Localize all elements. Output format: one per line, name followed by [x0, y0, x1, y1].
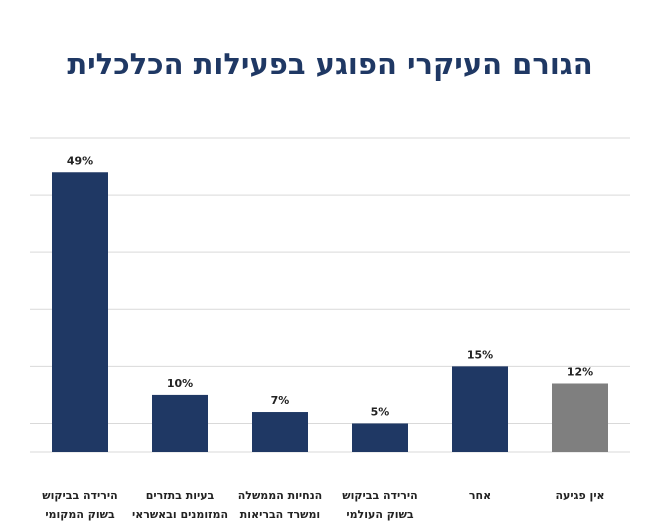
value-label: 49% [67, 154, 93, 167]
value-label: 5% [371, 405, 390, 418]
bar [152, 394, 208, 452]
bar [352, 423, 408, 452]
x-tick-label: המזומנים ובאשראי [132, 508, 228, 521]
x-tick-label: בשוק המקומי [45, 508, 115, 521]
bar [552, 383, 608, 452]
x-tick-label: ומשרד הבריאות [240, 508, 320, 521]
x-tick-label: אחר [469, 489, 491, 502]
x-tick-label: בשוק העולמי [346, 508, 414, 521]
bar [52, 172, 108, 452]
value-label: 12% [567, 365, 593, 378]
x-tick-label: הירידה בביקוש [42, 489, 117, 502]
x-tick-label: אין פגיעה [555, 489, 604, 502]
value-label: 10% [167, 377, 193, 390]
chart-title: הגורם העיקרי הפוגע בפעילות הכלכלית [67, 47, 592, 81]
x-tick-label: הנחיות הממשלה [238, 489, 323, 502]
x-tick-label: בעיות בתזרים [146, 489, 215, 502]
x-tick-label: הירידה בביקוש [342, 489, 417, 502]
bar [252, 412, 308, 452]
bar [452, 366, 508, 452]
value-label: 7% [271, 394, 290, 407]
value-label: 15% [467, 348, 493, 361]
